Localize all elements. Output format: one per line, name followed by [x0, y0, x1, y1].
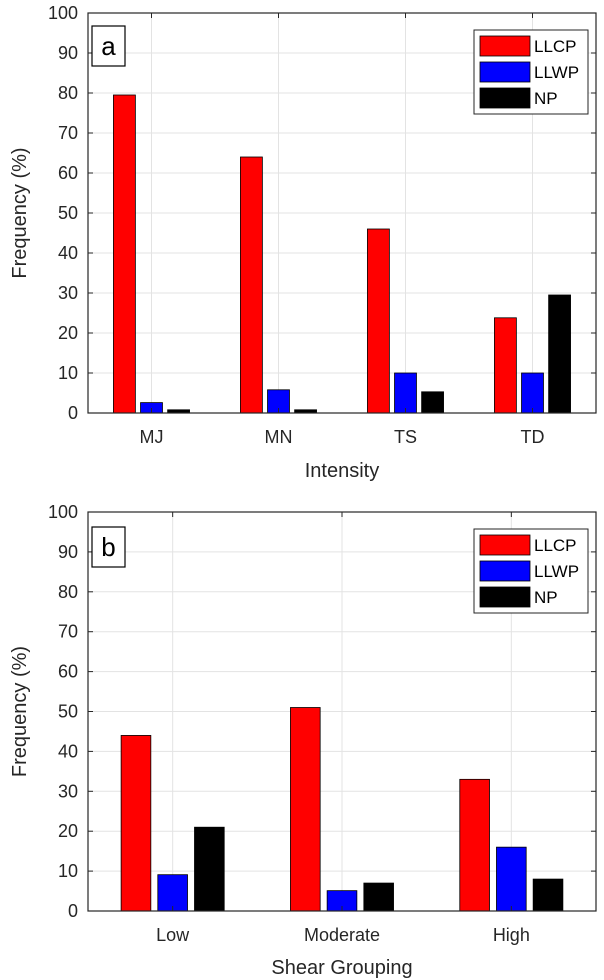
bar-llwp-high: [496, 846, 527, 912]
y-tick-label: 0: [68, 901, 78, 921]
bar-llwp-td: [521, 372, 544, 414]
y-tick-label: 60: [58, 163, 78, 183]
y-tick-label: 100: [48, 502, 78, 522]
y-tick-label: 20: [58, 323, 78, 343]
bar-llcp-mn: [240, 156, 263, 414]
y-tick-label: 70: [58, 123, 78, 143]
bar-np-moderate: [363, 882, 394, 912]
y-tick-label: 30: [58, 781, 78, 801]
legend-label-llwp: LLWP: [534, 63, 579, 82]
x-tick-label: TS: [394, 427, 417, 447]
x-axis-label: Intensity: [305, 460, 379, 482]
chart-panel-a: 0 10 20 30 40 50 60 70 80 90 100 MJ MN TS TD Intensity F…: [9, 3, 597, 482]
bar-llcp-moderate: [290, 707, 321, 912]
bar-llcp-mj: [113, 94, 136, 414]
legend-swatch-llwp: [479, 560, 531, 582]
x-tick-label: High: [493, 925, 530, 945]
bar-llcp-high: [459, 778, 490, 912]
y-tick-label: 0: [68, 403, 78, 423]
y-tick-label: 90: [58, 43, 78, 63]
panel-label: a: [101, 31, 116, 61]
y-tick-label: 70: [58, 622, 78, 642]
legend-swatch-np: [479, 87, 531, 109]
legend-label-np: NP: [534, 588, 558, 607]
panel-label-box: [91, 25, 126, 67]
y-axis-label: Frequency (%): [9, 646, 31, 777]
x-tick-label: Low: [156, 925, 190, 945]
y-tick-label: 30: [58, 283, 78, 303]
y-tick-label: 10: [58, 861, 78, 881]
y-tick-label: 60: [58, 662, 78, 682]
bar-np-td: [548, 294, 571, 414]
y-tick-label: 40: [58, 741, 78, 761]
y-tick-label: 80: [58, 83, 78, 103]
bar-llcp-ts: [367, 228, 390, 414]
y-tick-label: 10: [58, 363, 78, 383]
x-tick-label: Moderate: [304, 925, 380, 945]
y-tick-label: 90: [58, 542, 78, 562]
x-axis-label: Shear Grouping: [271, 957, 412, 979]
legend-label-llwp: LLWP: [534, 562, 579, 581]
legend-swatch-llcp: [479, 534, 531, 556]
panel-label-box: [91, 526, 126, 568]
bar-llcp-low: [120, 735, 152, 912]
bar-np-ts: [421, 391, 444, 414]
chart-panel-b: 0 10 20 30 40 50 60 70 80 90 100 Low Moderate High She…: [9, 502, 597, 979]
legend-label-llcp: LLCP: [534, 536, 577, 555]
bar-llwp-ts: [394, 372, 417, 414]
bar-llcp-td: [494, 317, 517, 414]
y-tick-label: 100: [48, 3, 78, 23]
y-axis-label: Frequency (%): [9, 147, 31, 278]
x-tick-label: MN: [265, 427, 293, 447]
legend-swatch-llcp: [479, 35, 531, 57]
bar-np-high: [532, 878, 564, 912]
legend-label-np: NP: [534, 89, 558, 108]
y-tick-label: 50: [58, 203, 78, 223]
y-tick-label: 40: [58, 243, 78, 263]
y-tick-label: 20: [58, 821, 78, 841]
x-tick-label: MJ: [140, 427, 164, 447]
legend-label-llcp: LLCP: [534, 37, 577, 56]
bar-llwp-low: [157, 874, 188, 912]
y-tick-label: 80: [58, 582, 78, 602]
x-tick-label: TD: [521, 427, 545, 447]
panel-label: b: [101, 532, 115, 562]
legend-swatch-np: [479, 586, 531, 608]
legend-swatch-llwp: [479, 61, 531, 83]
y-tick-label: 50: [58, 702, 78, 722]
bar-np-low: [194, 826, 225, 912]
